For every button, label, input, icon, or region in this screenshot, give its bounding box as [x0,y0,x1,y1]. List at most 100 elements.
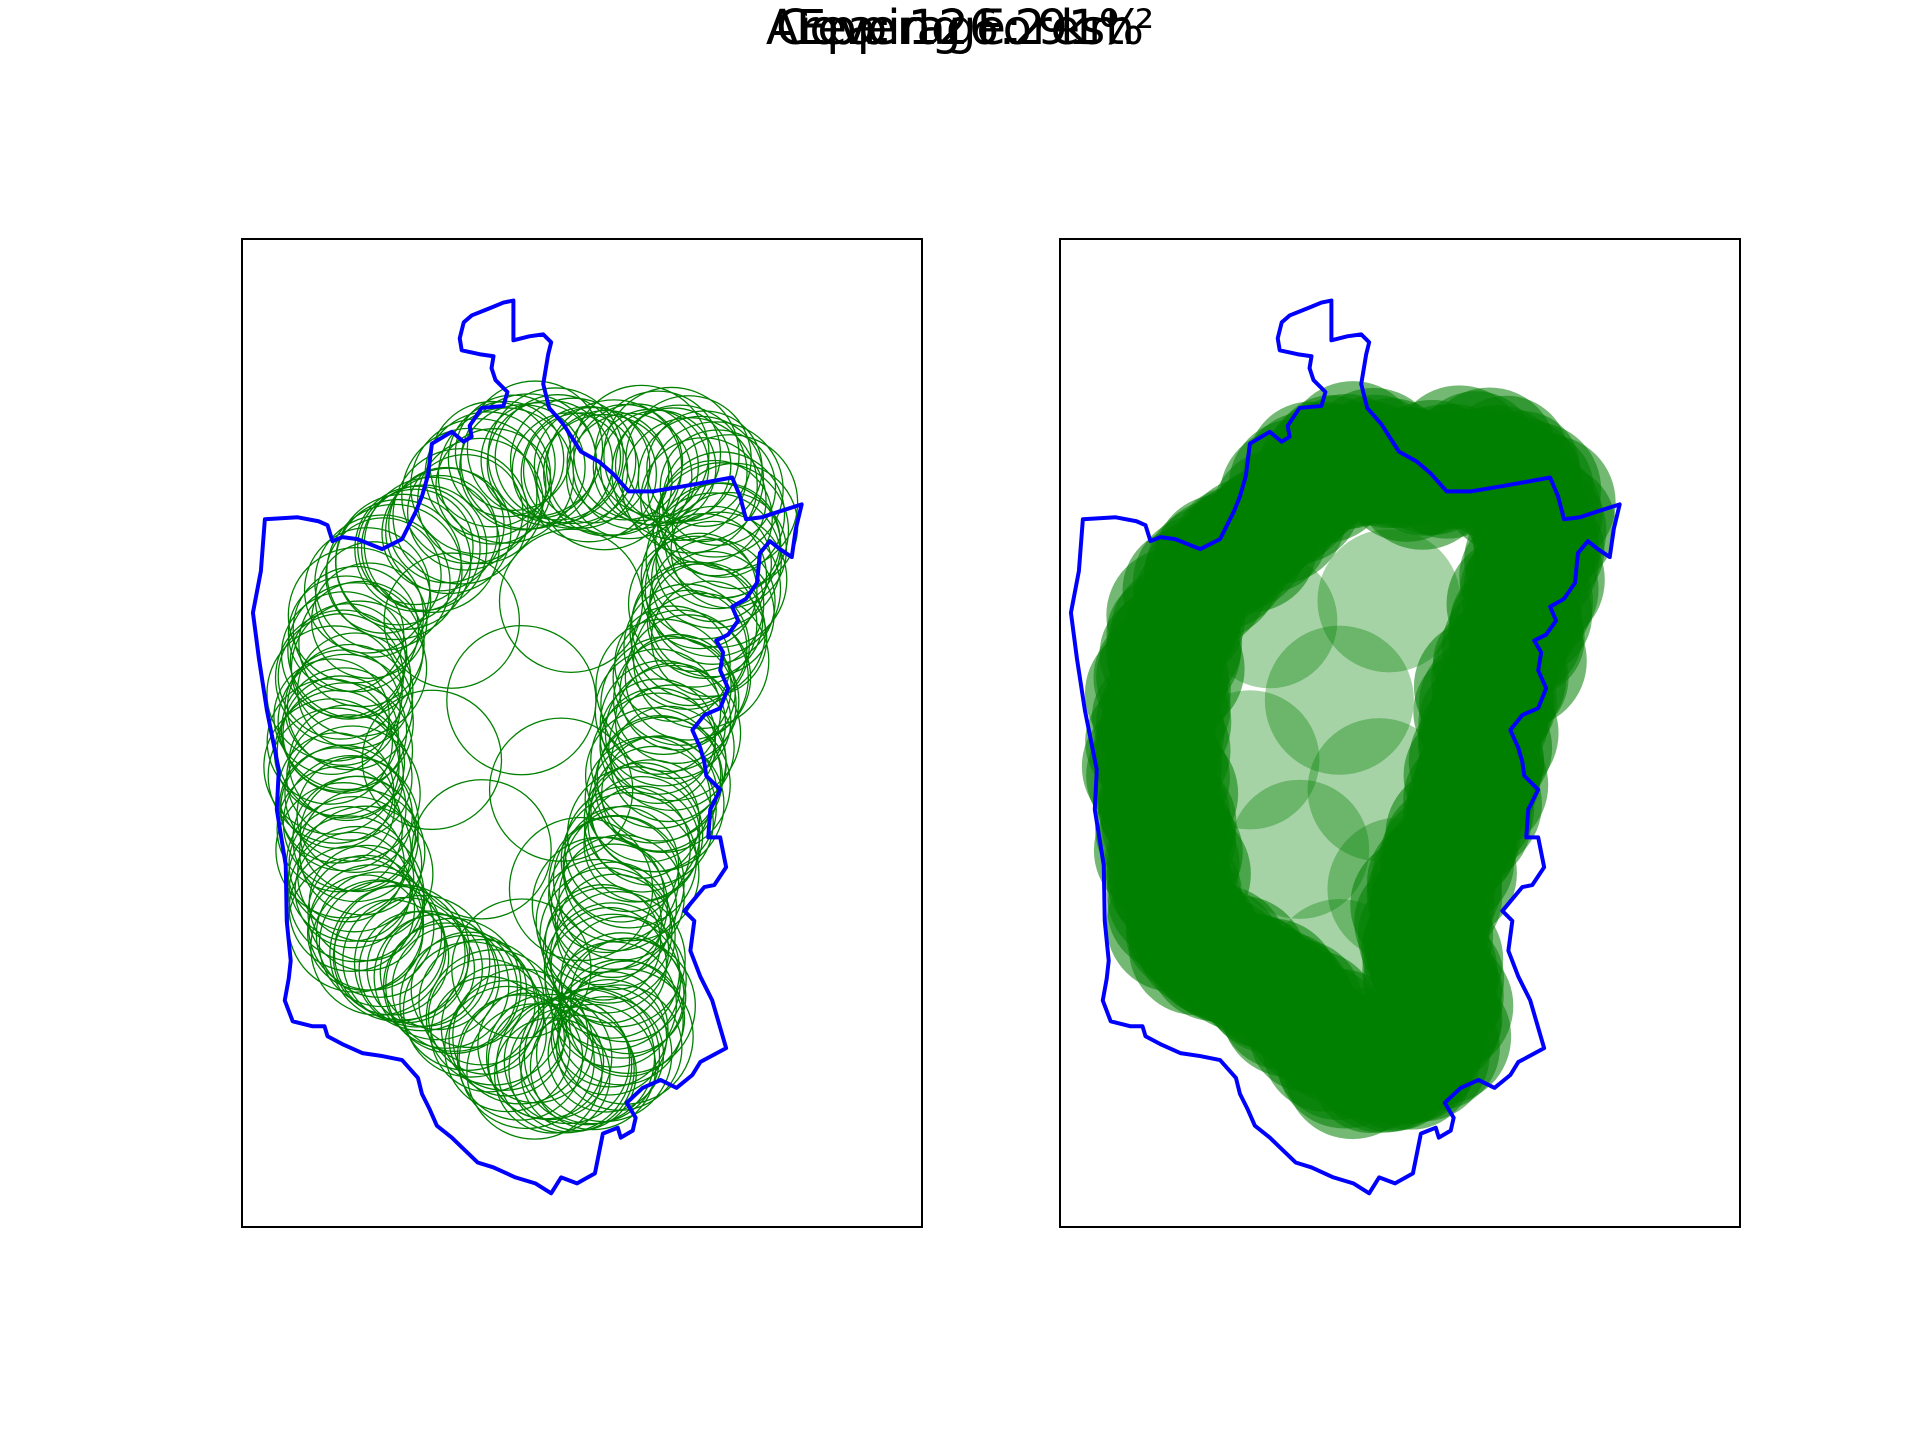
coverage-circle [292,565,420,693]
coverage-circle [550,978,668,1096]
coverage-circle [275,782,412,919]
area-label: Area: 126.2 km² [765,0,1155,56]
coverage-circle [280,667,408,794]
coverage-circle [659,429,777,546]
interior-circle [1230,779,1370,919]
coverage-circle [547,995,665,1113]
coverage-circle [410,418,547,555]
coverage-circle [276,682,414,819]
coverage-circle [289,603,407,720]
coverage-fill-group [1068,298,1622,1196]
coverage-circle [296,756,413,874]
boundary-outline [1068,298,1622,1196]
coverage-circle [654,482,782,610]
coverage-circle [600,635,737,773]
coverage-circle [594,390,722,518]
coverage-circle [595,618,732,756]
coverage-circle [1105,582,1242,718]
coverage-circle [608,684,735,811]
filled-map [1068,298,1622,1196]
coverage-circle [661,434,799,571]
coverage-circle [314,541,432,658]
coverage-circle [358,910,476,1028]
interior-circle [383,552,521,689]
coverage-circle [594,716,731,854]
coverage-circle [656,459,773,577]
interior-circle [1269,899,1409,1039]
coverage-circle [297,805,434,943]
coverage-circle [550,906,668,1024]
coverage-circle [544,913,681,1051]
coverage-circle [627,535,765,673]
coverage-circle [287,582,424,719]
coverage-circle [562,806,680,923]
interior-circle [451,898,592,1039]
coverage-circle [329,885,466,1023]
coverage-label: Coverage: 91% [775,0,1145,56]
interior-circle [1307,718,1451,862]
coverage-circle [536,413,673,551]
coverage-circle [284,725,421,862]
coverage-circle [288,825,425,963]
coverage-circle [406,453,524,571]
coverage-circle [544,884,662,1001]
coverage-circle [630,561,758,688]
coverage-circle [523,987,661,1125]
coverage-circle [452,968,589,1105]
filled-map-panel [1059,238,1741,1228]
interior-circle [1317,529,1461,673]
outline-map-panel [241,238,923,1228]
coverage-circle [624,614,752,741]
coverage-circle [306,874,424,991]
coverage-circle [385,467,512,595]
coverage-circle [298,580,425,708]
coverage-circle [493,1017,611,1134]
coverage-circle [363,476,501,614]
interior-circle [411,779,552,920]
coverage-circle [286,714,413,841]
coverage-circle [318,880,446,1008]
coverage-circle [539,867,676,1004]
coverage-circle [274,609,412,746]
interior-circle [1180,690,1320,830]
coverage-circle [287,575,405,692]
interior-circle [446,624,597,776]
coverage-circle [648,550,775,678]
interior-circle [1327,817,1471,961]
coverage-circle [630,589,748,707]
interior-circle [1264,625,1414,775]
coverage-circle [277,653,414,791]
coverage-circle [658,451,786,578]
coverage-circle [637,415,765,543]
coverage-circle [266,678,394,805]
coverage-circle [599,687,716,805]
coverage-circle [552,970,669,1088]
coverage-circle [282,675,399,792]
coverage-circle [588,735,725,873]
coverage-circle [583,785,700,903]
coverage-circle [535,985,673,1123]
interior-circle [1202,553,1338,689]
coverage-circle [286,643,414,771]
coverage-circle [290,600,428,737]
coverage-circle [381,474,498,592]
coverage-circle [509,397,637,525]
coverage-circle [545,399,683,536]
interior-circle [498,528,644,674]
coverage-circle [357,488,474,606]
coverage-circle [425,949,563,1086]
coverage-circle [599,659,727,787]
coverage-circle [266,625,403,762]
boundary-outline [250,298,804,1196]
coverage-circle [560,792,698,929]
coverage-circle [424,411,552,538]
coverage-circle [278,747,396,864]
coverage-circle [485,993,613,1121]
coverage-circle [382,922,510,1049]
interior-circle [488,717,634,862]
coverage-circle [292,775,419,903]
coverage-circle [427,958,545,1075]
coverage-circle [629,563,766,700]
coverage-circle [310,879,447,1016]
coverage-circle [645,492,782,629]
